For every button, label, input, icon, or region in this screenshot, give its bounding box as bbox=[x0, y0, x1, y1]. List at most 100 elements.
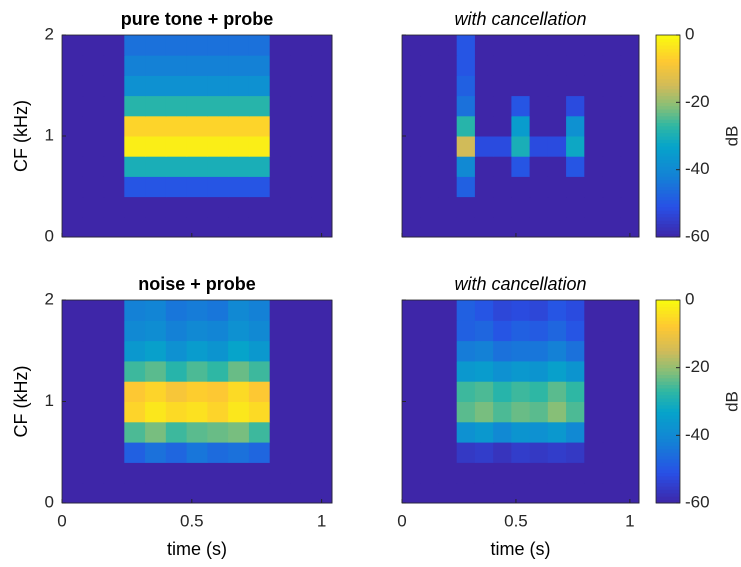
heat-cell bbox=[228, 115, 250, 137]
heat-cell bbox=[493, 381, 512, 402]
heat-cell bbox=[602, 442, 622, 463]
heat-cell bbox=[165, 196, 188, 218]
heat-cell bbox=[493, 300, 512, 321]
heat-cell bbox=[82, 35, 105, 56]
heat-cell bbox=[290, 136, 312, 157]
heat-cell bbox=[456, 196, 476, 218]
heat-cell bbox=[547, 176, 567, 198]
heat-cell bbox=[529, 381, 549, 402]
y-tick-label: 2 bbox=[45, 289, 54, 308]
heat-cell bbox=[207, 156, 229, 177]
heat-cell bbox=[145, 196, 167, 218]
colorbar-band bbox=[656, 367, 680, 372]
heat-cell bbox=[124, 196, 146, 218]
heat-cell bbox=[602, 136, 622, 157]
heat-cell bbox=[456, 35, 476, 56]
heat-cell bbox=[165, 136, 188, 157]
heat-cell bbox=[584, 136, 604, 157]
heat-cell bbox=[602, 401, 622, 423]
heat-cell bbox=[228, 300, 250, 321]
heat-cell bbox=[547, 401, 567, 423]
heat-cell bbox=[402, 196, 421, 218]
heat-cell bbox=[269, 95, 291, 117]
heat-cell bbox=[186, 421, 208, 443]
heat-cell bbox=[311, 196, 333, 218]
heat-cell bbox=[620, 35, 640, 56]
heat-cell bbox=[82, 360, 105, 382]
heat-cell bbox=[402, 55, 421, 76]
heat-cell bbox=[529, 176, 549, 198]
heat-cell bbox=[103, 462, 125, 484]
heat-cell bbox=[620, 401, 640, 423]
heat-cell bbox=[547, 55, 567, 76]
heat-cell bbox=[228, 442, 250, 463]
colorbar-band bbox=[656, 125, 680, 130]
colorbar-band bbox=[656, 360, 680, 365]
heat-cell bbox=[566, 75, 585, 97]
heat-cell bbox=[456, 360, 476, 382]
heat-cell bbox=[620, 156, 640, 177]
heat-cell bbox=[456, 176, 476, 198]
heat-cell bbox=[493, 75, 512, 97]
heat-cell bbox=[511, 401, 531, 423]
colorbar-band bbox=[656, 357, 680, 362]
heat-cell bbox=[602, 115, 622, 137]
heat-cell bbox=[438, 75, 458, 97]
heat-cell bbox=[248, 196, 271, 218]
heat-cell bbox=[529, 360, 549, 382]
heat-cell bbox=[529, 115, 549, 137]
colorbar-band bbox=[656, 230, 680, 235]
colorbar-band bbox=[656, 122, 680, 127]
heat-cell bbox=[228, 421, 250, 443]
heat-cell bbox=[566, 462, 585, 484]
heat-cell bbox=[456, 115, 476, 137]
heat-cell bbox=[124, 75, 146, 97]
heat-cell bbox=[620, 320, 640, 342]
heat-cell bbox=[82, 176, 105, 198]
heat-cell bbox=[228, 196, 250, 218]
heat-cell bbox=[456, 482, 476, 504]
heat-cell bbox=[82, 462, 105, 484]
heat-cell bbox=[103, 35, 125, 56]
panel-title: noise + probe bbox=[138, 274, 256, 294]
heat-cell bbox=[124, 95, 146, 117]
heat-cell bbox=[511, 95, 531, 117]
heat-cell bbox=[547, 442, 567, 463]
heat-cell bbox=[511, 340, 531, 362]
heat-cell bbox=[248, 35, 271, 56]
heat-cell bbox=[311, 482, 333, 504]
heat-cell bbox=[511, 360, 531, 382]
panel-title: with cancellation bbox=[454, 274, 586, 294]
heat-cell bbox=[62, 300, 84, 321]
heat-cell bbox=[438, 216, 458, 238]
heat-cell bbox=[269, 360, 291, 382]
heat-cell bbox=[311, 156, 333, 177]
heat-cell bbox=[584, 156, 604, 177]
colorbar-band bbox=[656, 88, 680, 93]
heat-cell bbox=[82, 381, 105, 402]
colorbar-band bbox=[656, 35, 680, 39]
heat-cell bbox=[165, 482, 188, 504]
heat-cell bbox=[620, 196, 640, 218]
heat-cell bbox=[529, 300, 549, 321]
heat-cell bbox=[124, 381, 146, 402]
heat-cell bbox=[248, 360, 271, 382]
heat-cell bbox=[547, 381, 567, 402]
heat-cell bbox=[474, 401, 494, 423]
heat-cell bbox=[584, 75, 604, 97]
colorbar-band bbox=[656, 72, 680, 76]
heat-cell bbox=[602, 340, 622, 362]
colorbar-band bbox=[656, 475, 680, 480]
heat-cell bbox=[145, 115, 167, 137]
colorbar-band bbox=[656, 146, 680, 150]
heat-cell bbox=[456, 136, 476, 157]
heat-cell bbox=[290, 95, 312, 117]
heat-cell bbox=[620, 442, 640, 463]
heat-cell bbox=[529, 462, 549, 484]
colorbar-band bbox=[656, 465, 680, 470]
heat-cell bbox=[124, 300, 146, 321]
heat-cell bbox=[547, 35, 567, 56]
heat-cell bbox=[207, 360, 229, 382]
heat-cell bbox=[620, 75, 640, 97]
heat-cell bbox=[438, 421, 458, 443]
